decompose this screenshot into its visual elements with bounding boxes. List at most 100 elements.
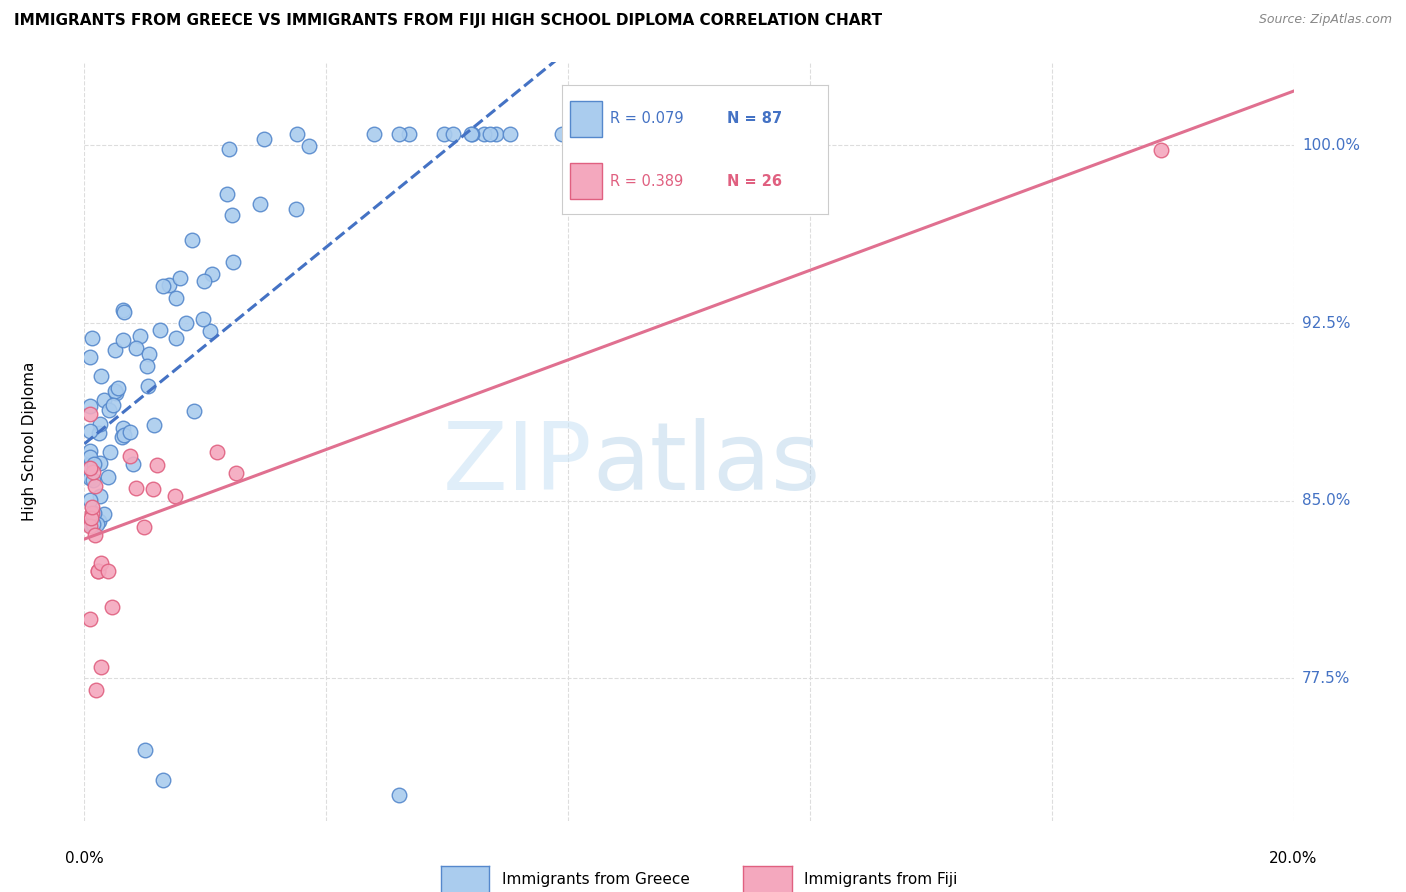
Point <box>441 127 464 141</box>
Point <box>103 398 125 412</box>
Point <box>165 291 187 305</box>
Point <box>98 445 121 459</box>
Point <box>551 127 574 141</box>
Point <box>90 659 112 673</box>
Point <box>152 773 174 788</box>
Point <box>79 612 101 626</box>
Point <box>79 350 101 364</box>
Point <box>86 564 108 578</box>
Point <box>107 381 129 395</box>
Point <box>1149 143 1171 157</box>
Point <box>138 347 160 361</box>
Point <box>221 209 243 223</box>
Point <box>86 517 108 532</box>
Point <box>97 403 120 417</box>
Point <box>120 425 142 439</box>
Point <box>83 457 105 471</box>
Point <box>80 456 103 470</box>
Point <box>363 127 385 141</box>
Point <box>398 127 420 141</box>
Point <box>82 500 104 514</box>
Point <box>253 131 276 145</box>
Point <box>159 277 181 292</box>
Text: Source: ZipAtlas.com: Source: ZipAtlas.com <box>1258 13 1392 27</box>
Point <box>284 202 307 216</box>
Point <box>207 445 229 459</box>
Point <box>132 519 155 533</box>
Point <box>80 455 103 469</box>
Point <box>484 127 506 141</box>
Point <box>181 233 204 247</box>
Point <box>83 506 105 520</box>
Point <box>221 254 243 268</box>
Point <box>112 304 135 318</box>
Point <box>97 564 120 578</box>
Point <box>104 384 127 398</box>
Point <box>433 127 456 141</box>
Point <box>82 517 104 532</box>
Point <box>97 470 120 484</box>
Point <box>83 528 105 542</box>
Point <box>80 455 103 469</box>
Point <box>129 329 152 343</box>
Point <box>89 489 111 503</box>
Point <box>79 460 101 475</box>
Point <box>80 506 103 520</box>
Point <box>111 303 134 318</box>
Text: 100.0%: 100.0% <box>1302 138 1360 153</box>
Point <box>201 267 224 281</box>
Point <box>104 385 127 400</box>
Point <box>183 403 205 417</box>
Point <box>90 369 112 384</box>
Point <box>79 407 101 421</box>
Point <box>136 379 159 393</box>
Point <box>120 450 142 464</box>
Text: 0.0%: 0.0% <box>65 851 104 866</box>
Point <box>149 323 172 337</box>
Point <box>478 127 501 141</box>
Point <box>79 400 101 414</box>
Point <box>82 465 104 479</box>
Text: atlas: atlas <box>592 418 821 510</box>
Point <box>200 324 222 338</box>
Point <box>143 418 166 433</box>
Point <box>249 197 271 211</box>
Point <box>125 341 148 355</box>
Point <box>460 127 482 141</box>
Point <box>79 424 101 438</box>
Point <box>472 127 495 141</box>
Point <box>104 343 127 357</box>
Point <box>87 514 110 528</box>
Point <box>79 444 101 458</box>
Text: High School Diploma: High School Diploma <box>22 362 38 521</box>
Point <box>112 428 135 442</box>
Point <box>93 508 115 522</box>
Point <box>169 271 191 285</box>
Text: 77.5%: 77.5% <box>1302 671 1350 686</box>
Point <box>100 599 122 614</box>
Point <box>285 127 308 141</box>
Point <box>80 511 103 525</box>
Point <box>163 489 186 503</box>
Text: Immigrants from Fiji: Immigrants from Fiji <box>804 871 957 887</box>
Point <box>79 450 101 464</box>
Point <box>298 138 321 153</box>
Point <box>86 564 108 578</box>
Point <box>112 421 135 435</box>
Point <box>87 426 110 441</box>
Point <box>136 359 159 373</box>
Point <box>218 141 240 155</box>
Point <box>84 683 107 698</box>
Text: IMMIGRANTS FROM GREECE VS IMMIGRANTS FROM FIJI HIGH SCHOOL DIPLOMA CORRELATION C: IMMIGRANTS FROM GREECE VS IMMIGRANTS FRO… <box>14 13 882 29</box>
Point <box>499 127 522 141</box>
Point <box>111 430 134 444</box>
Point <box>134 742 156 756</box>
Point <box>79 470 101 484</box>
Point <box>125 481 148 495</box>
Point <box>193 274 215 288</box>
Point <box>388 788 411 802</box>
Point <box>165 330 187 344</box>
Text: 20.0%: 20.0% <box>1270 851 1317 866</box>
Point <box>79 461 101 475</box>
Text: ZIP: ZIP <box>443 418 592 510</box>
